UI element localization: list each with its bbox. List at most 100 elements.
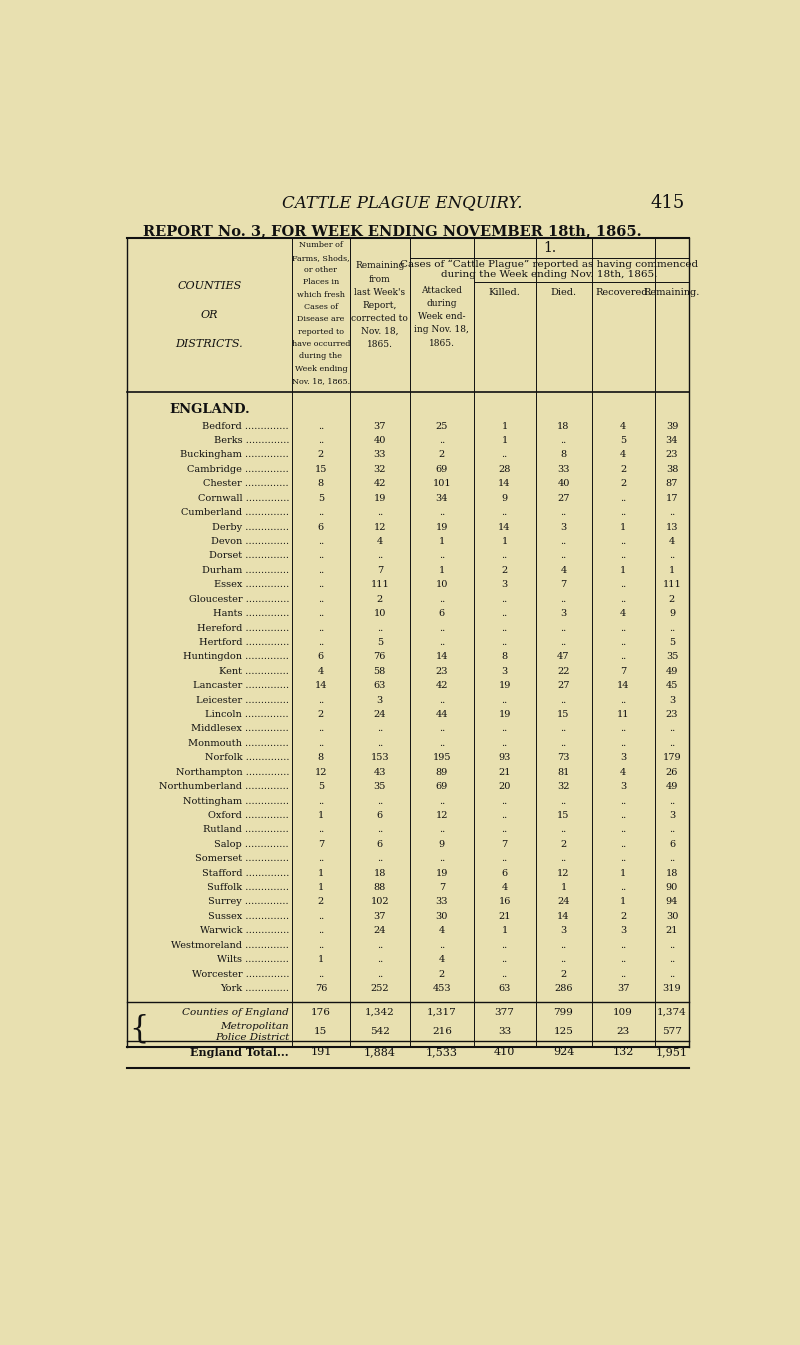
Text: 153: 153 [370, 753, 389, 763]
Text: 2: 2 [620, 465, 626, 473]
Text: 38: 38 [666, 465, 678, 473]
Text: England Total...: England Total... [190, 1046, 289, 1059]
Text: 3: 3 [620, 753, 626, 763]
Text: ..: .. [620, 725, 626, 733]
Text: ..: .. [669, 854, 675, 863]
Text: Died.: Died. [550, 288, 577, 297]
Text: ..: .. [560, 551, 566, 561]
Text: 87: 87 [666, 479, 678, 488]
Text: ..: .. [318, 422, 324, 430]
Text: corrected to: corrected to [351, 313, 408, 323]
Text: 81: 81 [558, 768, 570, 776]
Text: ..: .. [438, 796, 445, 806]
Text: 15: 15 [314, 465, 327, 473]
Text: ..: .. [318, 927, 324, 935]
Text: 21: 21 [498, 768, 511, 776]
Text: 3: 3 [669, 811, 675, 820]
Text: from: from [369, 274, 390, 284]
Text: ..: .. [438, 940, 445, 950]
Text: 8: 8 [560, 451, 566, 460]
Text: 125: 125 [554, 1026, 574, 1036]
Text: Nov. 18,: Nov. 18, [361, 327, 398, 336]
Text: {: { [130, 1014, 149, 1045]
Text: Leicester ..............: Leicester .............. [196, 695, 289, 705]
Text: ..: .. [318, 695, 324, 705]
Text: ..: .. [620, 695, 626, 705]
Text: 1.: 1. [543, 241, 556, 254]
Text: ..: .. [560, 436, 566, 445]
Text: Worcester ..............: Worcester .............. [192, 970, 289, 979]
Text: 63: 63 [374, 681, 386, 690]
Text: ..: .. [620, 826, 626, 834]
Text: ..: .. [318, 970, 324, 979]
Text: 6: 6 [669, 839, 675, 849]
Text: 12: 12 [435, 811, 448, 820]
Text: 22: 22 [558, 667, 570, 675]
Text: 32: 32 [558, 781, 570, 791]
Text: Northampton ..............: Northampton .............. [176, 768, 289, 776]
Text: ..: .. [438, 551, 445, 561]
Text: ..: .. [318, 854, 324, 863]
Text: ..: .. [502, 695, 508, 705]
Text: Essex ..............: Essex .............. [214, 580, 289, 589]
Text: 111: 111 [662, 580, 682, 589]
Text: 69: 69 [436, 465, 448, 473]
Text: 1: 1 [318, 869, 324, 878]
Text: ..: .. [377, 854, 383, 863]
Text: 18: 18 [558, 422, 570, 430]
Text: ..: .. [438, 436, 445, 445]
Text: 40: 40 [558, 479, 570, 488]
Text: 93: 93 [498, 753, 510, 763]
Text: ..: .. [438, 738, 445, 748]
Text: 6: 6 [502, 869, 508, 878]
Text: 7: 7 [438, 884, 445, 892]
Text: ..: .. [669, 826, 675, 834]
Text: 7: 7 [318, 839, 324, 849]
Text: 2: 2 [620, 479, 626, 488]
Text: ..: .. [560, 695, 566, 705]
Text: 4: 4 [318, 667, 324, 675]
Text: 43: 43 [374, 768, 386, 776]
Text: 5: 5 [377, 638, 383, 647]
Text: ..: .. [438, 638, 445, 647]
Text: ..: .. [669, 725, 675, 733]
Text: 2: 2 [620, 912, 626, 921]
Text: 37: 37 [374, 422, 386, 430]
Text: 1,533: 1,533 [426, 1046, 458, 1057]
Text: 14: 14 [617, 681, 630, 690]
Text: 88: 88 [374, 884, 386, 892]
Text: Stafford ..............: Stafford .............. [202, 869, 289, 878]
Text: 6: 6 [377, 811, 383, 820]
Text: 19: 19 [435, 523, 448, 531]
Text: ..: .. [318, 580, 324, 589]
Text: 8: 8 [502, 652, 508, 662]
Text: Cases of: Cases of [304, 303, 338, 311]
Text: ..: .. [620, 594, 626, 604]
Text: ..: .. [318, 436, 324, 445]
Text: Norfolk ..............: Norfolk .............. [205, 753, 289, 763]
Text: 30: 30 [435, 912, 448, 921]
Text: 1865.: 1865. [366, 340, 393, 350]
Text: ..: .. [438, 854, 445, 863]
Text: 1,342: 1,342 [365, 1007, 394, 1017]
Text: 3: 3 [669, 695, 675, 705]
Text: ..: .. [620, 796, 626, 806]
Text: Places in: Places in [302, 278, 339, 286]
Text: ..: .. [377, 940, 383, 950]
Text: 9: 9 [669, 609, 675, 619]
Text: Police District: Police District [215, 1033, 289, 1042]
Text: ..: .. [318, 609, 324, 619]
Text: 1,317: 1,317 [427, 1007, 457, 1017]
Text: ..: .. [377, 551, 383, 561]
Text: ..: .. [438, 624, 445, 632]
Text: 3: 3 [560, 609, 566, 619]
Text: 1: 1 [502, 927, 508, 935]
Text: ..: .. [377, 955, 383, 964]
Text: ..: .. [502, 508, 508, 518]
Text: 799: 799 [554, 1007, 574, 1017]
Text: 4: 4 [669, 537, 675, 546]
Text: 1,374: 1,374 [657, 1007, 687, 1017]
Text: during the: during the [299, 352, 342, 360]
Text: ..: .. [560, 955, 566, 964]
Text: 102: 102 [370, 897, 389, 907]
